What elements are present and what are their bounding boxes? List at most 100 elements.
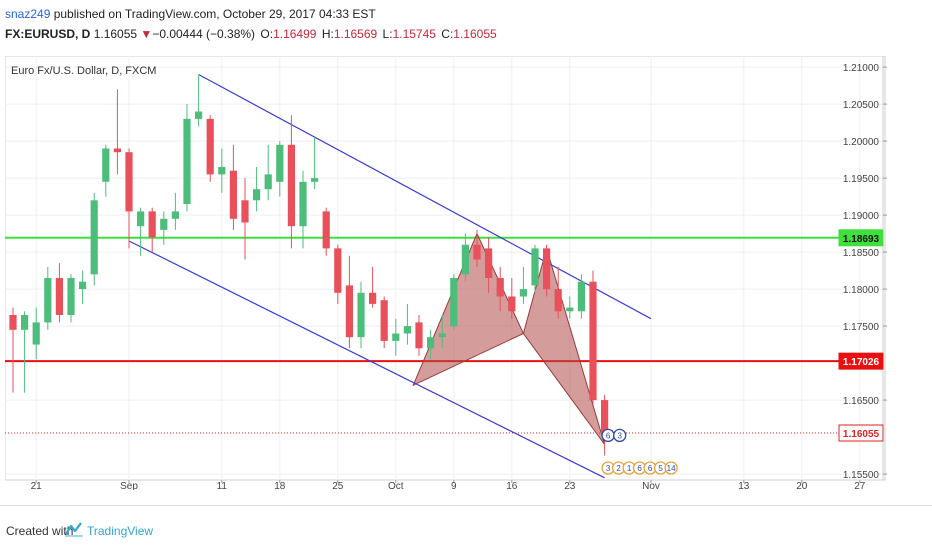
candle-body — [102, 148, 110, 182]
tradingview-logo-icon[interactable] — [64, 520, 84, 538]
symbol-info: FX:EURUSD, D 1.16055 ▼−0.00444 (−0.38%) … — [5, 27, 497, 41]
candle-body — [311, 178, 319, 182]
candle-body — [276, 144, 284, 182]
y-tick-label: 1.18500 — [843, 248, 880, 259]
candle — [160, 211, 168, 245]
candle-body — [403, 326, 411, 334]
low-label: L: — [382, 27, 393, 41]
candle-body — [485, 248, 493, 278]
chart-area[interactable]: 6 3 3 2 1 6 6 5 14 Euro Fx/U.S. Dollar, D, FXCM 1.… — [4, 55, 888, 492]
candle — [601, 394, 609, 456]
level-price-tag-bg — [838, 352, 884, 370]
candle-body — [160, 218, 168, 230]
candle-body — [113, 148, 121, 153]
candle-body — [473, 244, 481, 260]
candle — [137, 207, 145, 256]
x-tick-label: 13 — [738, 481, 750, 490]
bottom-badge-label: 5 — [658, 464, 663, 473]
bottom-badge: 14 — [664, 461, 678, 475]
candle — [473, 229, 481, 267]
candle-body — [55, 277, 63, 315]
candle — [589, 270, 597, 404]
y-tick-label: 1.20500 — [843, 100, 880, 111]
event-badge: 6 — [601, 428, 615, 443]
x-tick-label: 18 — [274, 481, 286, 490]
level-price-tag-bg — [838, 424, 884, 442]
plot-area — [4, 55, 886, 481]
last-price: 1.16055 — [93, 27, 138, 41]
candle — [21, 311, 29, 393]
candle-body — [148, 211, 156, 238]
change-arrow-icon: ▼ — [140, 27, 153, 41]
x-tick-label: Nov — [642, 481, 660, 490]
level-price-tag-bg — [838, 229, 884, 247]
change-value: −0.00444 (−0.38%) — [152, 27, 256, 41]
candle-body — [589, 281, 597, 401]
candle — [264, 144, 272, 201]
candle-body — [508, 296, 516, 312]
candle — [543, 244, 551, 297]
candle — [311, 137, 319, 190]
candle-body — [183, 118, 191, 204]
x-tick-label: Sep — [120, 481, 138, 490]
candle — [113, 89, 121, 175]
high-label: H: — [321, 27, 334, 41]
candle — [485, 237, 493, 293]
candle-body — [392, 333, 400, 341]
candle-body — [322, 211, 330, 249]
instrument-title: Euro Fx/U.S. Dollar, D, FXCM — [11, 65, 156, 77]
candle — [427, 329, 435, 360]
author-link[interactable]: snaz249 — [5, 7, 51, 21]
bottom-badge-label: 3 — [606, 464, 611, 473]
x-tick-label: 23 — [564, 481, 576, 490]
y-tick-label: 1.17500 — [843, 322, 880, 333]
candle — [90, 192, 98, 286]
tradingview-brand-link[interactable]: TradingView — [87, 524, 154, 538]
candle — [299, 170, 307, 249]
candle — [276, 141, 284, 197]
candle-body — [299, 181, 307, 227]
candle-body — [44, 277, 52, 323]
channel-lower-line — [128, 240, 605, 479]
close-label: C: — [441, 27, 454, 41]
candle — [67, 274, 75, 323]
close-value: 1.16055 — [453, 27, 497, 41]
y-tick-label: 1.15500 — [843, 470, 880, 481]
candle — [241, 178, 249, 260]
candle-body — [345, 285, 353, 338]
symbol-label: FX:EURUSD, D — [5, 27, 91, 41]
x-tick-label: 25 — [332, 481, 344, 490]
candle-body — [577, 281, 585, 312]
candle — [32, 307, 40, 360]
candle-body — [9, 314, 17, 330]
candle-body — [496, 277, 504, 297]
candle — [125, 148, 133, 249]
y-tick-label: 1.19500 — [843, 174, 880, 185]
candle-body — [32, 322, 40, 345]
bottom-badge-label: 2 — [616, 464, 621, 473]
open-label: O: — [260, 27, 274, 41]
candle-body — [566, 307, 574, 312]
candle — [9, 307, 17, 393]
candle-body — [229, 170, 237, 219]
candle — [369, 266, 377, 308]
candle-body — [264, 174, 272, 190]
candle — [102, 144, 110, 197]
candle — [171, 192, 179, 230]
x-tick-label: Oct — [388, 481, 404, 490]
y-tick-label: 1.16500 — [843, 396, 880, 407]
candle-body — [253, 189, 261, 201]
footer: Created with TradingView — [0, 505, 932, 551]
candle — [450, 274, 458, 330]
y-tick-label: 1.21000 — [843, 63, 880, 74]
candle — [438, 314, 446, 349]
candle-body — [461, 244, 469, 275]
x-tick-label: 21 — [31, 481, 43, 490]
level-price-tag-label: 1.17026 — [843, 357, 880, 368]
event-badge: 3 — [613, 428, 627, 443]
bottom-badge-label: 6 — [637, 464, 642, 473]
candle-body — [531, 248, 539, 286]
bottom-badge-label: 6 — [648, 464, 653, 473]
event-badge-label: 3 — [617, 431, 622, 440]
